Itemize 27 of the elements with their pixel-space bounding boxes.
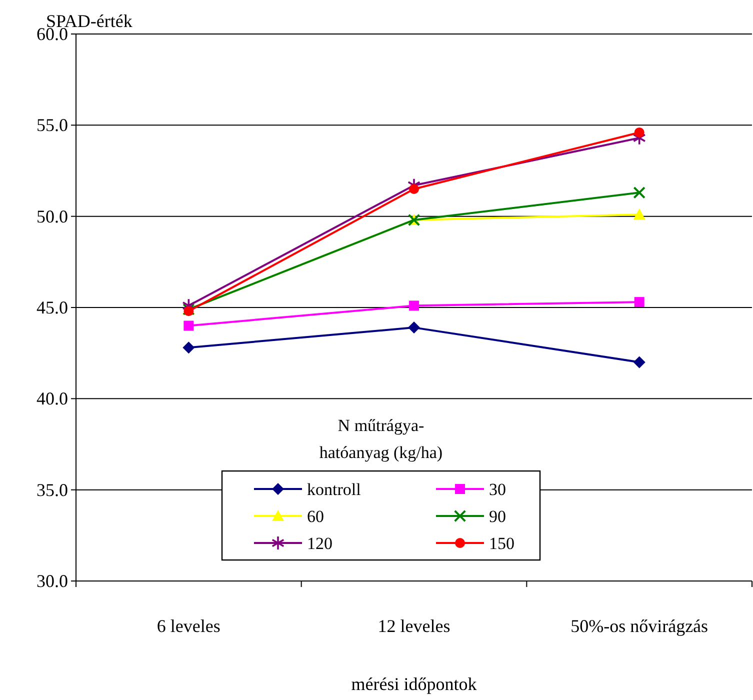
point <box>409 184 419 194</box>
point <box>634 186 646 198</box>
point <box>633 356 646 368</box>
point <box>408 322 420 334</box>
point <box>182 342 195 354</box>
legend-label: 120 <box>307 534 332 553</box>
legend-label: 150 <box>489 534 514 553</box>
y-tick-label: 35.0 <box>36 480 68 500</box>
y-tick-label: 40.0 <box>36 388 68 409</box>
point <box>184 306 194 316</box>
point <box>409 300 419 311</box>
legend-label: 60 <box>307 507 324 526</box>
x-tick-label: 12 leveles <box>378 616 450 636</box>
point <box>634 127 644 138</box>
y-tick-label: 50.0 <box>36 206 68 226</box>
x-tick-label: 50%-os nővirágzás <box>570 616 708 636</box>
legend-label: 30 <box>489 480 506 499</box>
legend-label: kontroll <box>307 480 362 499</box>
point <box>184 320 194 331</box>
x-axis-title: mérési időpontok <box>351 674 477 694</box>
x-tick-label: 6 leveles <box>156 616 220 636</box>
legend-title: N műtrágya-hatóanyag (kg/ha) <box>319 416 443 462</box>
y-tick-label: 45.0 <box>36 298 68 318</box>
point <box>634 297 644 308</box>
y-tick-label: 30.0 <box>36 571 68 591</box>
legend-label: 90 <box>489 507 506 526</box>
y-tick-label: 55.0 <box>36 115 68 136</box>
